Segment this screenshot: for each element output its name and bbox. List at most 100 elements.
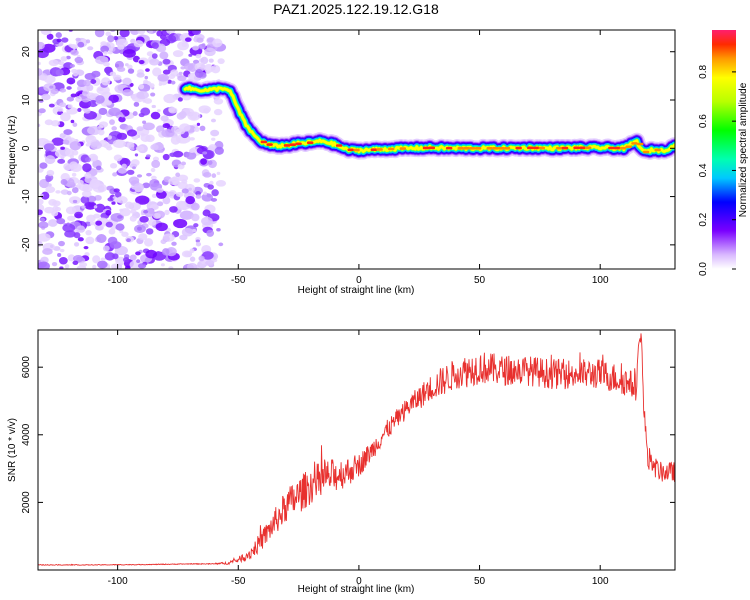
spectral-noise-blob bbox=[105, 209, 112, 216]
spectral-noise-blob bbox=[62, 223, 76, 233]
spectral-noise-blob bbox=[87, 135, 95, 140]
spectral-noise-blob bbox=[87, 125, 102, 136]
snr-series-line bbox=[38, 333, 675, 567]
spectral-noise-blob bbox=[39, 162, 48, 169]
spectral-noise-blob bbox=[91, 70, 101, 78]
spectral-noise-blob bbox=[162, 233, 175, 242]
spectral-noise-blob bbox=[175, 191, 184, 197]
spectral-noise-blob bbox=[45, 176, 52, 183]
spectral-noise-blob bbox=[51, 261, 58, 267]
spectral-noise-blob bbox=[189, 137, 195, 141]
spectral-noise-blob bbox=[103, 61, 110, 67]
colorbar-tick-label: 0.8 bbox=[698, 64, 709, 78]
spectral-noise-blob bbox=[108, 107, 121, 117]
spectral-noise-blob bbox=[104, 252, 115, 261]
spectral-noise-blob bbox=[187, 63, 198, 72]
spectral-noise-blob bbox=[58, 257, 68, 265]
spectral-noise-blob bbox=[100, 45, 110, 53]
spectral-noise-blob bbox=[126, 129, 138, 137]
spectral-noise-blob bbox=[201, 43, 206, 48]
spectral-noise-blob bbox=[97, 260, 108, 269]
spectral-noise-blob bbox=[65, 55, 71, 60]
spectral-noise-blob bbox=[146, 172, 152, 177]
spectral-noise-blob bbox=[157, 73, 170, 82]
spectral-noise-blob bbox=[181, 227, 194, 237]
spectral-noise-blob bbox=[112, 172, 118, 177]
spectral-noise-blob bbox=[59, 102, 67, 108]
spectral-noise-blob bbox=[108, 94, 119, 104]
colorbar-label: Normalized spectral amplitude bbox=[738, 82, 749, 217]
spectral-noise-blob bbox=[152, 67, 162, 77]
spectral-noise-blob bbox=[177, 75, 187, 82]
colorbar-tick-label: 0.0 bbox=[698, 262, 709, 276]
spectral-noise-blob bbox=[159, 51, 169, 60]
spectral-noise-blob bbox=[80, 195, 90, 204]
spectral-noise-blob bbox=[185, 196, 196, 205]
spectral-noise-blob bbox=[171, 241, 177, 246]
spectral-noise-blob bbox=[118, 116, 126, 123]
spectral-noise-blob bbox=[69, 161, 78, 170]
spectral-noise-blob bbox=[175, 172, 181, 177]
spectral-noise-blob bbox=[42, 248, 53, 255]
spectral-noise-blob bbox=[172, 50, 184, 58]
spectral-noise-blob bbox=[67, 215, 76, 221]
x-tick-label: -100 bbox=[108, 275, 128, 286]
spectral-noise-blob bbox=[188, 148, 196, 154]
spectral-noise-blob bbox=[98, 107, 108, 116]
figure-title: PAZ1.2025.122.19.12.G18 bbox=[273, 1, 439, 17]
spectral-noise-blob bbox=[175, 128, 186, 135]
spectral-noise-blob bbox=[179, 234, 188, 241]
y-tick-label: 20 bbox=[21, 46, 32, 58]
spectral-noise-blob bbox=[38, 233, 51, 242]
spectral-noise-blob bbox=[195, 241, 202, 247]
spectral-noise-blob bbox=[202, 209, 211, 217]
spectral-noise-blob bbox=[184, 37, 192, 42]
spectral-noise-blob bbox=[151, 175, 157, 180]
spectral-noise-blob bbox=[59, 88, 67, 93]
spectral-noise-blob bbox=[113, 188, 120, 193]
spectral-noise-blob bbox=[46, 169, 55, 176]
spectral-noise-blob bbox=[169, 152, 177, 158]
spectral-noise-blob bbox=[192, 59, 200, 64]
spectral-noise-blob bbox=[66, 181, 76, 188]
spectral-noise-blob bbox=[38, 74, 46, 81]
spectral-noise-blob bbox=[119, 30, 130, 38]
spectral-noise-blob bbox=[126, 169, 135, 175]
spectral-noise-blob bbox=[168, 177, 180, 186]
spectral-noise-blob bbox=[95, 220, 103, 226]
spectral-noise-blob bbox=[123, 257, 130, 263]
spectral-noise-blob bbox=[113, 154, 123, 162]
spectral-noise-blob bbox=[129, 215, 137, 222]
spectral-noise-blob bbox=[162, 69, 171, 75]
spectral-noise-blob bbox=[142, 182, 151, 189]
spectral-noise-blob bbox=[143, 98, 153, 104]
spectral-noise-blob bbox=[151, 193, 158, 199]
spectral-noise-blob bbox=[159, 149, 164, 153]
spectral-noise-blob bbox=[112, 74, 122, 81]
spectral-noise-blob bbox=[156, 109, 161, 113]
spectral-noise-blob bbox=[47, 183, 52, 188]
spectral-noise-blob bbox=[204, 47, 216, 57]
spectral-noise-blob bbox=[92, 264, 97, 269]
spectral-noise-blob bbox=[162, 123, 171, 129]
spectral-noise-blob bbox=[48, 59, 59, 67]
spectral-noise-blob bbox=[104, 100, 113, 106]
colorbar-gradient bbox=[712, 30, 736, 269]
spectral-noise-blob bbox=[51, 210, 59, 217]
spectral-noise-blob bbox=[160, 239, 167, 245]
spectral-noise-blob bbox=[49, 85, 54, 89]
spectral-noise-blob bbox=[55, 32, 62, 39]
spectral-noise-blob bbox=[94, 30, 105, 38]
spectral-noise-blob bbox=[60, 178, 68, 186]
spectral-noise-blob bbox=[164, 209, 170, 216]
spectral-noise-blob bbox=[150, 167, 156, 173]
spectral-noise-blob bbox=[83, 79, 91, 87]
spectral-noise-blob bbox=[198, 255, 205, 262]
spectral-noise-blob bbox=[211, 189, 219, 197]
spectral-noise-blob bbox=[168, 107, 178, 114]
spectral-noise-blob bbox=[112, 139, 126, 148]
spectrogram-y-ticks: -20 -10 0 10 20 bbox=[21, 46, 675, 252]
spectral-noise-blob bbox=[109, 119, 115, 125]
y-tick-label: 0 bbox=[21, 145, 32, 151]
